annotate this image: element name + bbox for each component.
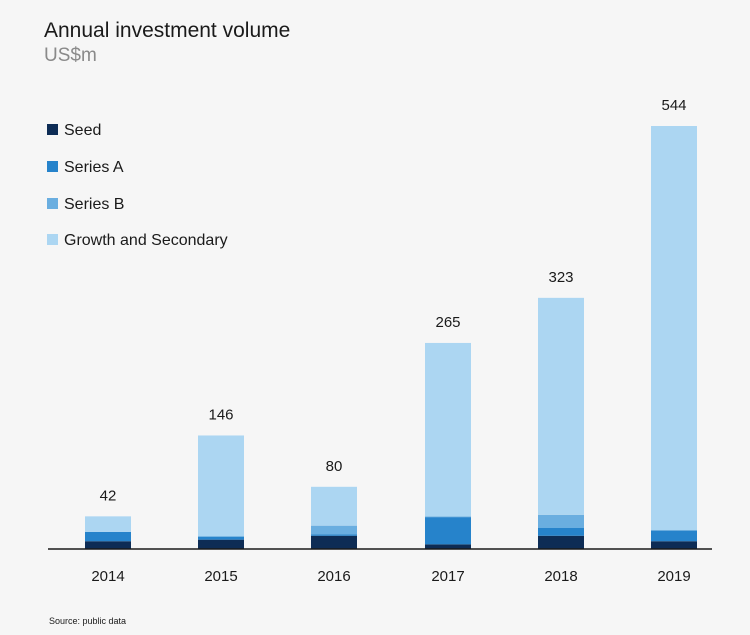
- legend-label-seed: Seed: [64, 122, 101, 139]
- legend-label-growth-and-secondary: Growth and Secondary: [64, 232, 228, 249]
- x-tick-label-2015: 2015: [204, 568, 237, 585]
- bar-segment-2015-seed: [198, 539, 244, 549]
- bar-segment-2014-growth-and-secondary: [85, 516, 131, 532]
- x-tick-label-2017: 2017: [431, 568, 464, 585]
- bar-segment-2018-seed: [538, 535, 584, 549]
- total-label-2016: 80: [326, 458, 343, 475]
- bar-segment-2017-series-a: [425, 517, 471, 545]
- legend-swatch-series-a: [47, 161, 58, 172]
- bar-segment-2017-series-b: [425, 516, 471, 518]
- bar-segment-2019-seed: [651, 541, 697, 549]
- bar-segment-2018-series-b: [538, 514, 584, 529]
- x-axis-tick-labels: 2014 2015 2016 2017 2018 2019: [91, 568, 690, 585]
- bar-segment-2015-series-a: [198, 536, 244, 540]
- bar-segment-2016-seed: [311, 535, 357, 549]
- bar-segment-2015-growth-and-secondary: [198, 435, 244, 537]
- total-label-2014: 42: [100, 487, 117, 504]
- bar-segment-2014-seed: [85, 541, 131, 549]
- legend-swatch-growth-and-secondary: [47, 234, 58, 245]
- x-tick-label-2018: 2018: [544, 568, 577, 585]
- legend-swatch-series-b: [47, 198, 58, 209]
- x-tick-label-2014: 2014: [91, 568, 124, 585]
- total-labels: 42 146 80 265 323 544: [100, 97, 687, 504]
- total-label-2019: 544: [661, 97, 686, 114]
- x-tick-label-2016: 2016: [317, 568, 350, 585]
- legend-label-series-b: Series B: [64, 196, 124, 213]
- total-label-2018: 323: [548, 269, 573, 286]
- x-tick-label-2019: 2019: [657, 568, 690, 585]
- total-label-2017: 265: [435, 314, 460, 331]
- chart-subtitle: US$m: [44, 45, 97, 66]
- legend-label-series-a: Series A: [64, 159, 124, 176]
- bar-segment-2016-series-b: [311, 525, 357, 535]
- source-note: Source: public data: [49, 616, 126, 626]
- chart-title: Annual investment volume: [44, 19, 290, 42]
- bars: [85, 126, 697, 549]
- total-label-2015: 146: [208, 406, 233, 423]
- bar-segment-2017-seed: [425, 544, 471, 549]
- legend-swatch-seed: [47, 124, 58, 135]
- bar-segment-2016-series-a: [311, 534, 357, 536]
- bar-segment-2019-series-a: [651, 530, 697, 542]
- bar-segment-2019-growth-and-secondary: [651, 126, 697, 531]
- bar-segment-2014-series-a: [85, 531, 131, 542]
- bar-segment-2018-growth-and-secondary: [538, 297, 584, 515]
- bar-segment-2017-growth-and-secondary: [425, 342, 471, 517]
- legend: Seed Series A Series B Growth and Secondary: [47, 122, 228, 249]
- bar-segment-2016-growth-and-secondary: [311, 486, 357, 526]
- bar-segment-2018-series-a: [538, 528, 584, 536]
